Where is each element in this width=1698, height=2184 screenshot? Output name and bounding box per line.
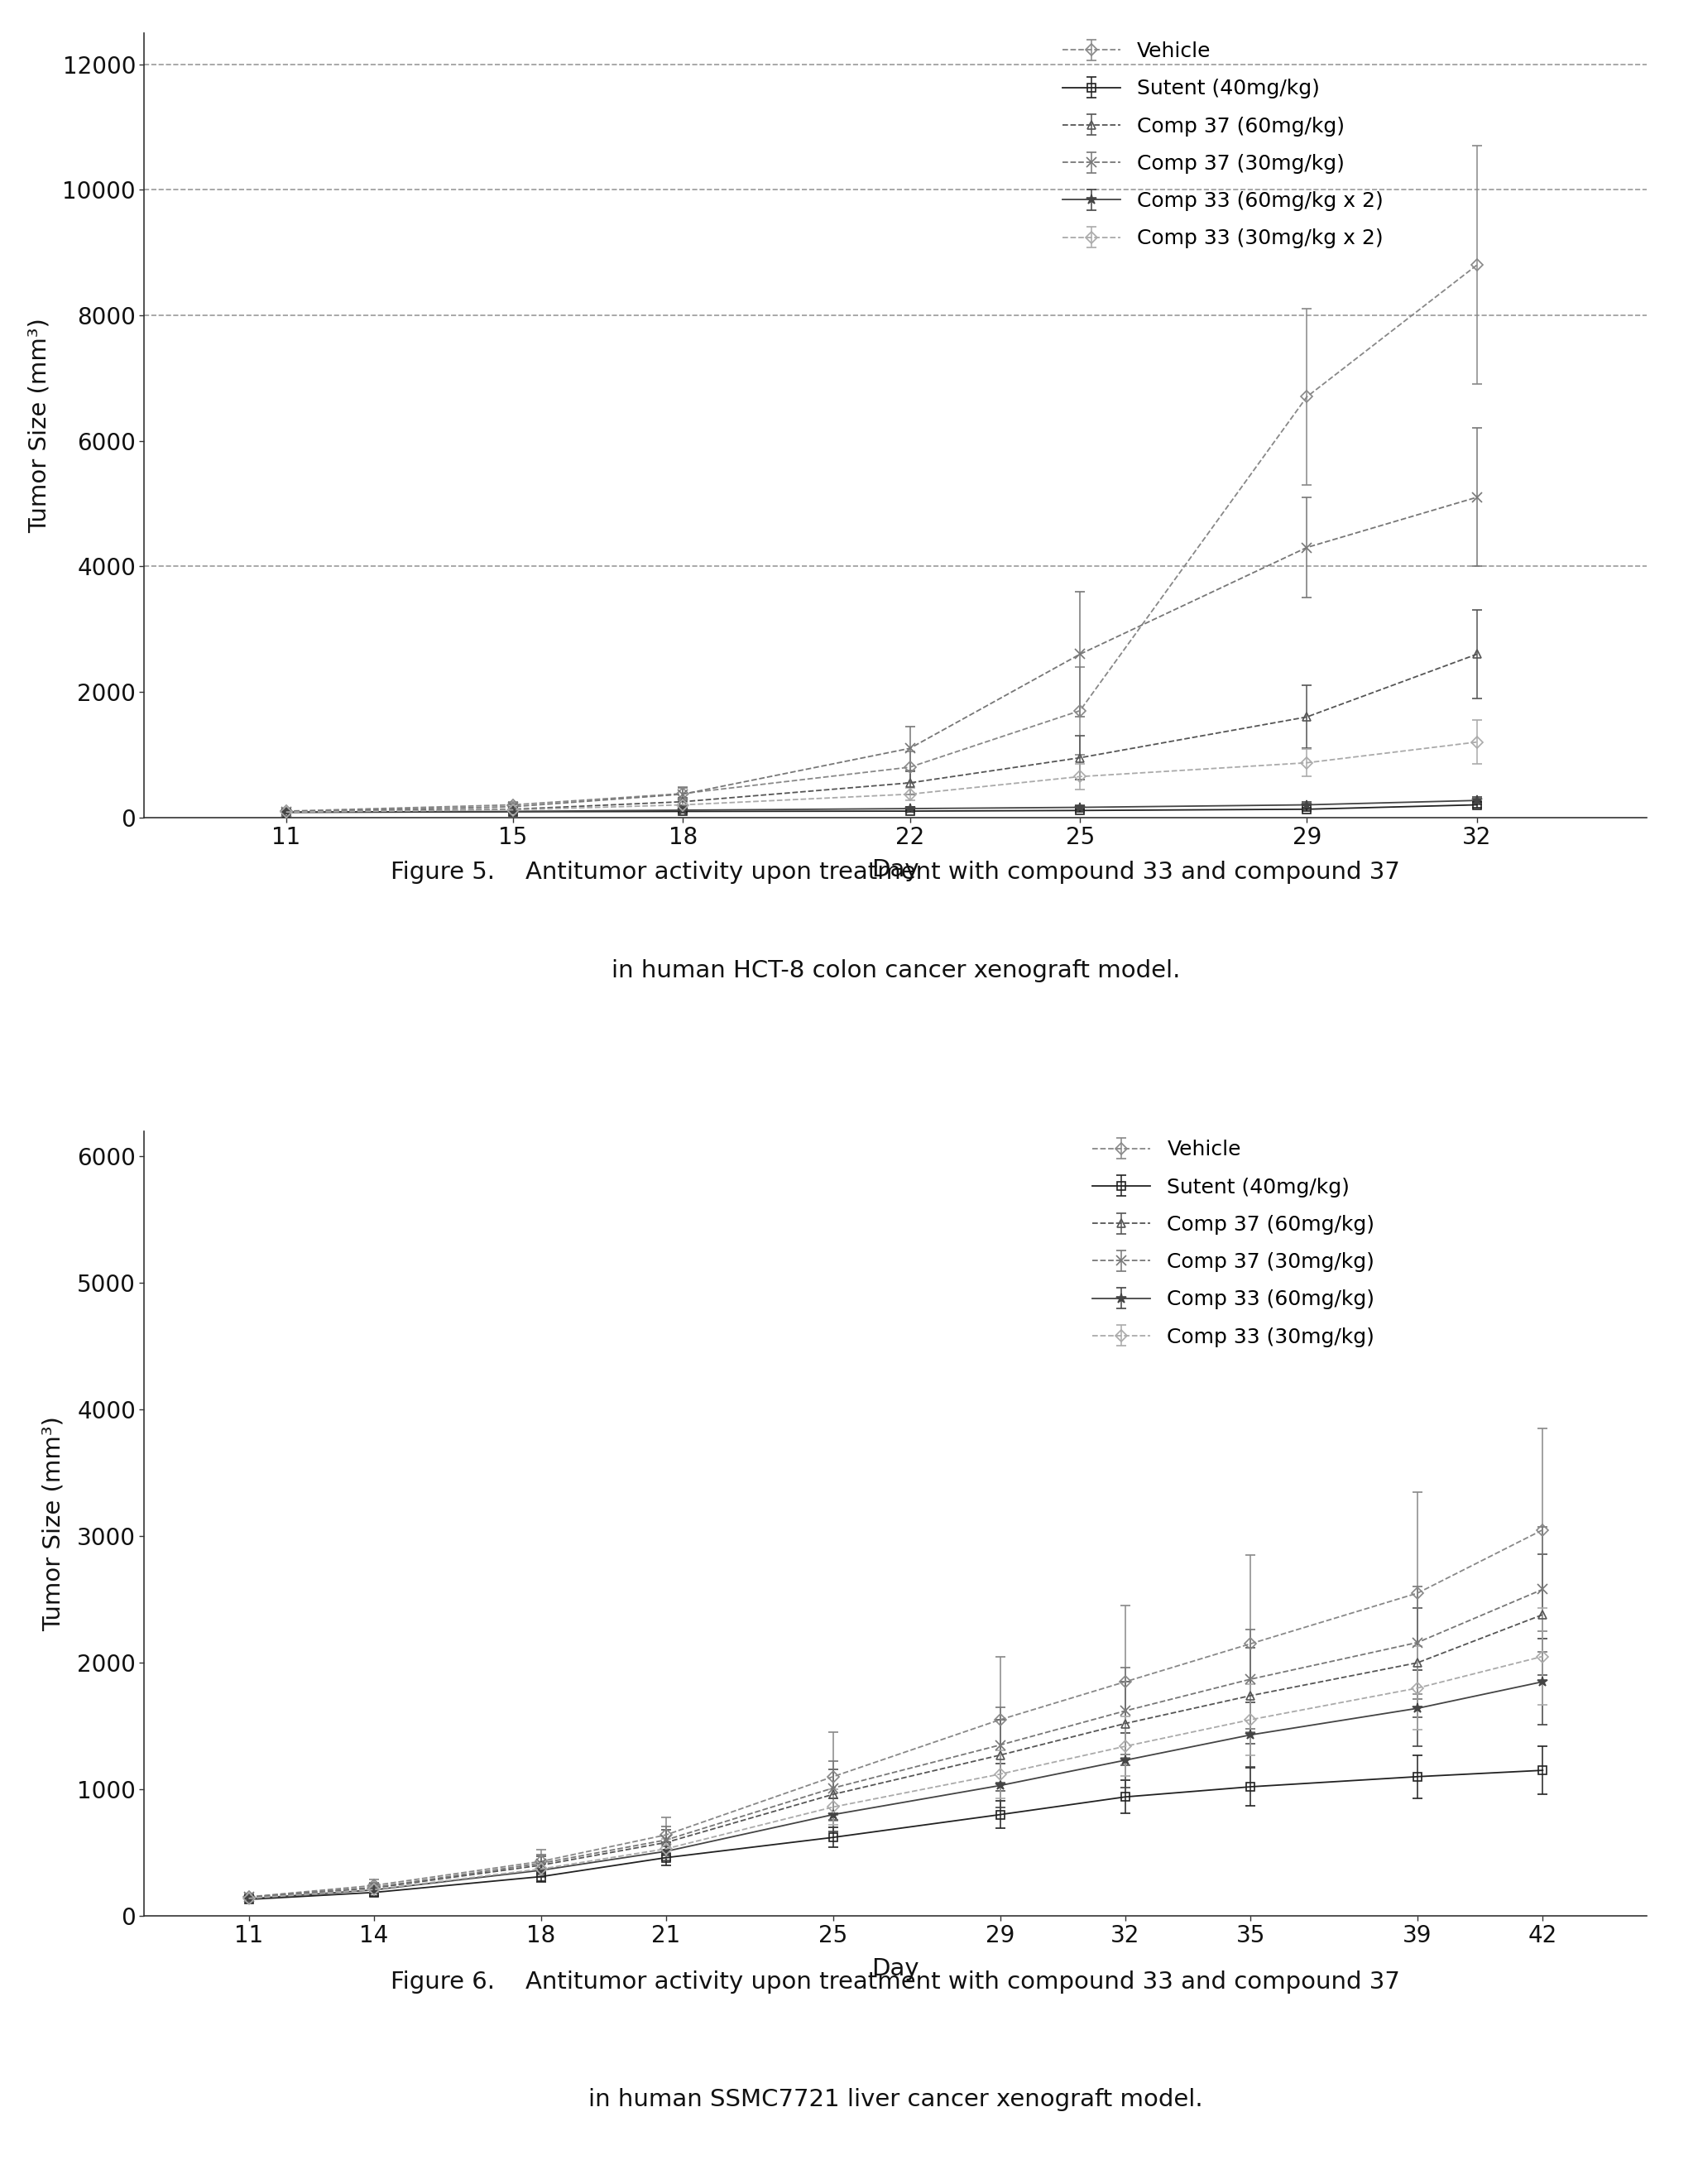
Text: in human HCT-8 colon cancer xenograft model.: in human HCT-8 colon cancer xenograft mo… [611, 959, 1180, 983]
Text: Figure 5.    Antitumor activity upon treatment with compound 33 and compound 37: Figure 5. Antitumor activity upon treatm… [391, 860, 1401, 885]
Text: Figure 6.    Antitumor activity upon treatment with compound 33 and compound 37: Figure 6. Antitumor activity upon treatm… [391, 1970, 1401, 1994]
Text: in human SSMC7721 liver cancer xenograft model.: in human SSMC7721 liver cancer xenograft… [589, 2088, 1202, 2112]
Legend: Vehicle, Sutent (40mg/kg), Comp 37 (60mg/kg), Comp 37 (30mg/kg), Comp 33 (60mg/k: Vehicle, Sutent (40mg/kg), Comp 37 (60mg… [1056, 35, 1389, 256]
X-axis label: Day: Day [871, 858, 920, 882]
X-axis label: Day: Day [871, 1957, 920, 1981]
Legend: Vehicle, Sutent (40mg/kg), Comp 37 (60mg/kg), Comp 37 (30mg/kg), Comp 33 (60mg/k: Vehicle, Sutent (40mg/kg), Comp 37 (60mg… [1087, 1133, 1380, 1354]
Y-axis label: Tumor Size (mm³): Tumor Size (mm³) [42, 1415, 66, 1631]
Y-axis label: Tumor Size (mm³): Tumor Size (mm³) [27, 317, 51, 533]
